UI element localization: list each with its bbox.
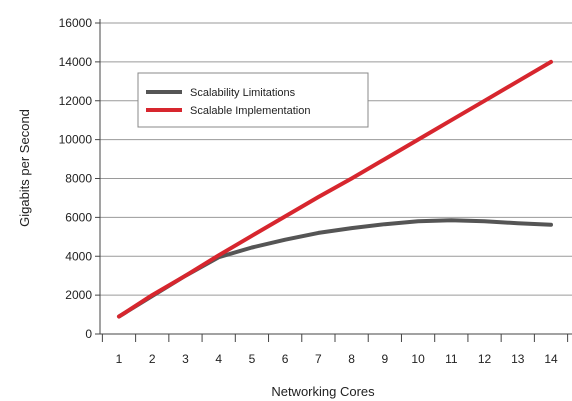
x-tick-label: 7 — [315, 352, 322, 366]
legend-box — [137, 72, 369, 128]
series-line-1 — [117, 218, 553, 319]
y-tick-label: 6000 — [65, 210, 92, 224]
legend-label: Scalable Implementation — [190, 105, 310, 117]
x-tick-label: 10 — [411, 352, 425, 366]
x-tick-label: 9 — [382, 352, 389, 366]
legend: Scalability Limitations Scalable Implemen… — [137, 72, 369, 128]
gridlines — [100, 22, 572, 296]
x-tick-label: 6 — [282, 352, 289, 366]
x-tick-label: 12 — [478, 352, 492, 366]
x-tick-label: 13 — [511, 352, 525, 366]
x-tick-label: 1 — [116, 352, 123, 366]
y-tick-label: 8000 — [65, 172, 92, 186]
y-tick-label: 2000 — [65, 288, 92, 302]
x-axis-title: Networking Cores — [271, 384, 375, 399]
legend-label: Scalability Limitations — [190, 87, 296, 99]
series-lines — [117, 59, 553, 319]
y-tick-label: 0 — [85, 327, 92, 341]
x-tick-label: 8 — [348, 352, 355, 366]
x-tick-label: 14 — [544, 352, 558, 366]
x-tick-label: 2 — [149, 352, 156, 366]
y-tick-label: 4000 — [65, 249, 92, 263]
x-tick-label: 5 — [249, 352, 256, 366]
y-axis-title: Gigabits per Second — [17, 109, 32, 227]
x-tick-label: 11 — [445, 352, 458, 366]
y-tick-label: 12000 — [59, 94, 93, 108]
y-tick-label: 14000 — [59, 55, 93, 69]
y-tick-label: 10000 — [59, 133, 93, 147]
x-tick-label: 3 — [182, 352, 189, 366]
series-line-2 — [117, 59, 553, 319]
y-tick-label: 16000 — [59, 16, 93, 30]
x-tick-label: 4 — [215, 352, 222, 366]
